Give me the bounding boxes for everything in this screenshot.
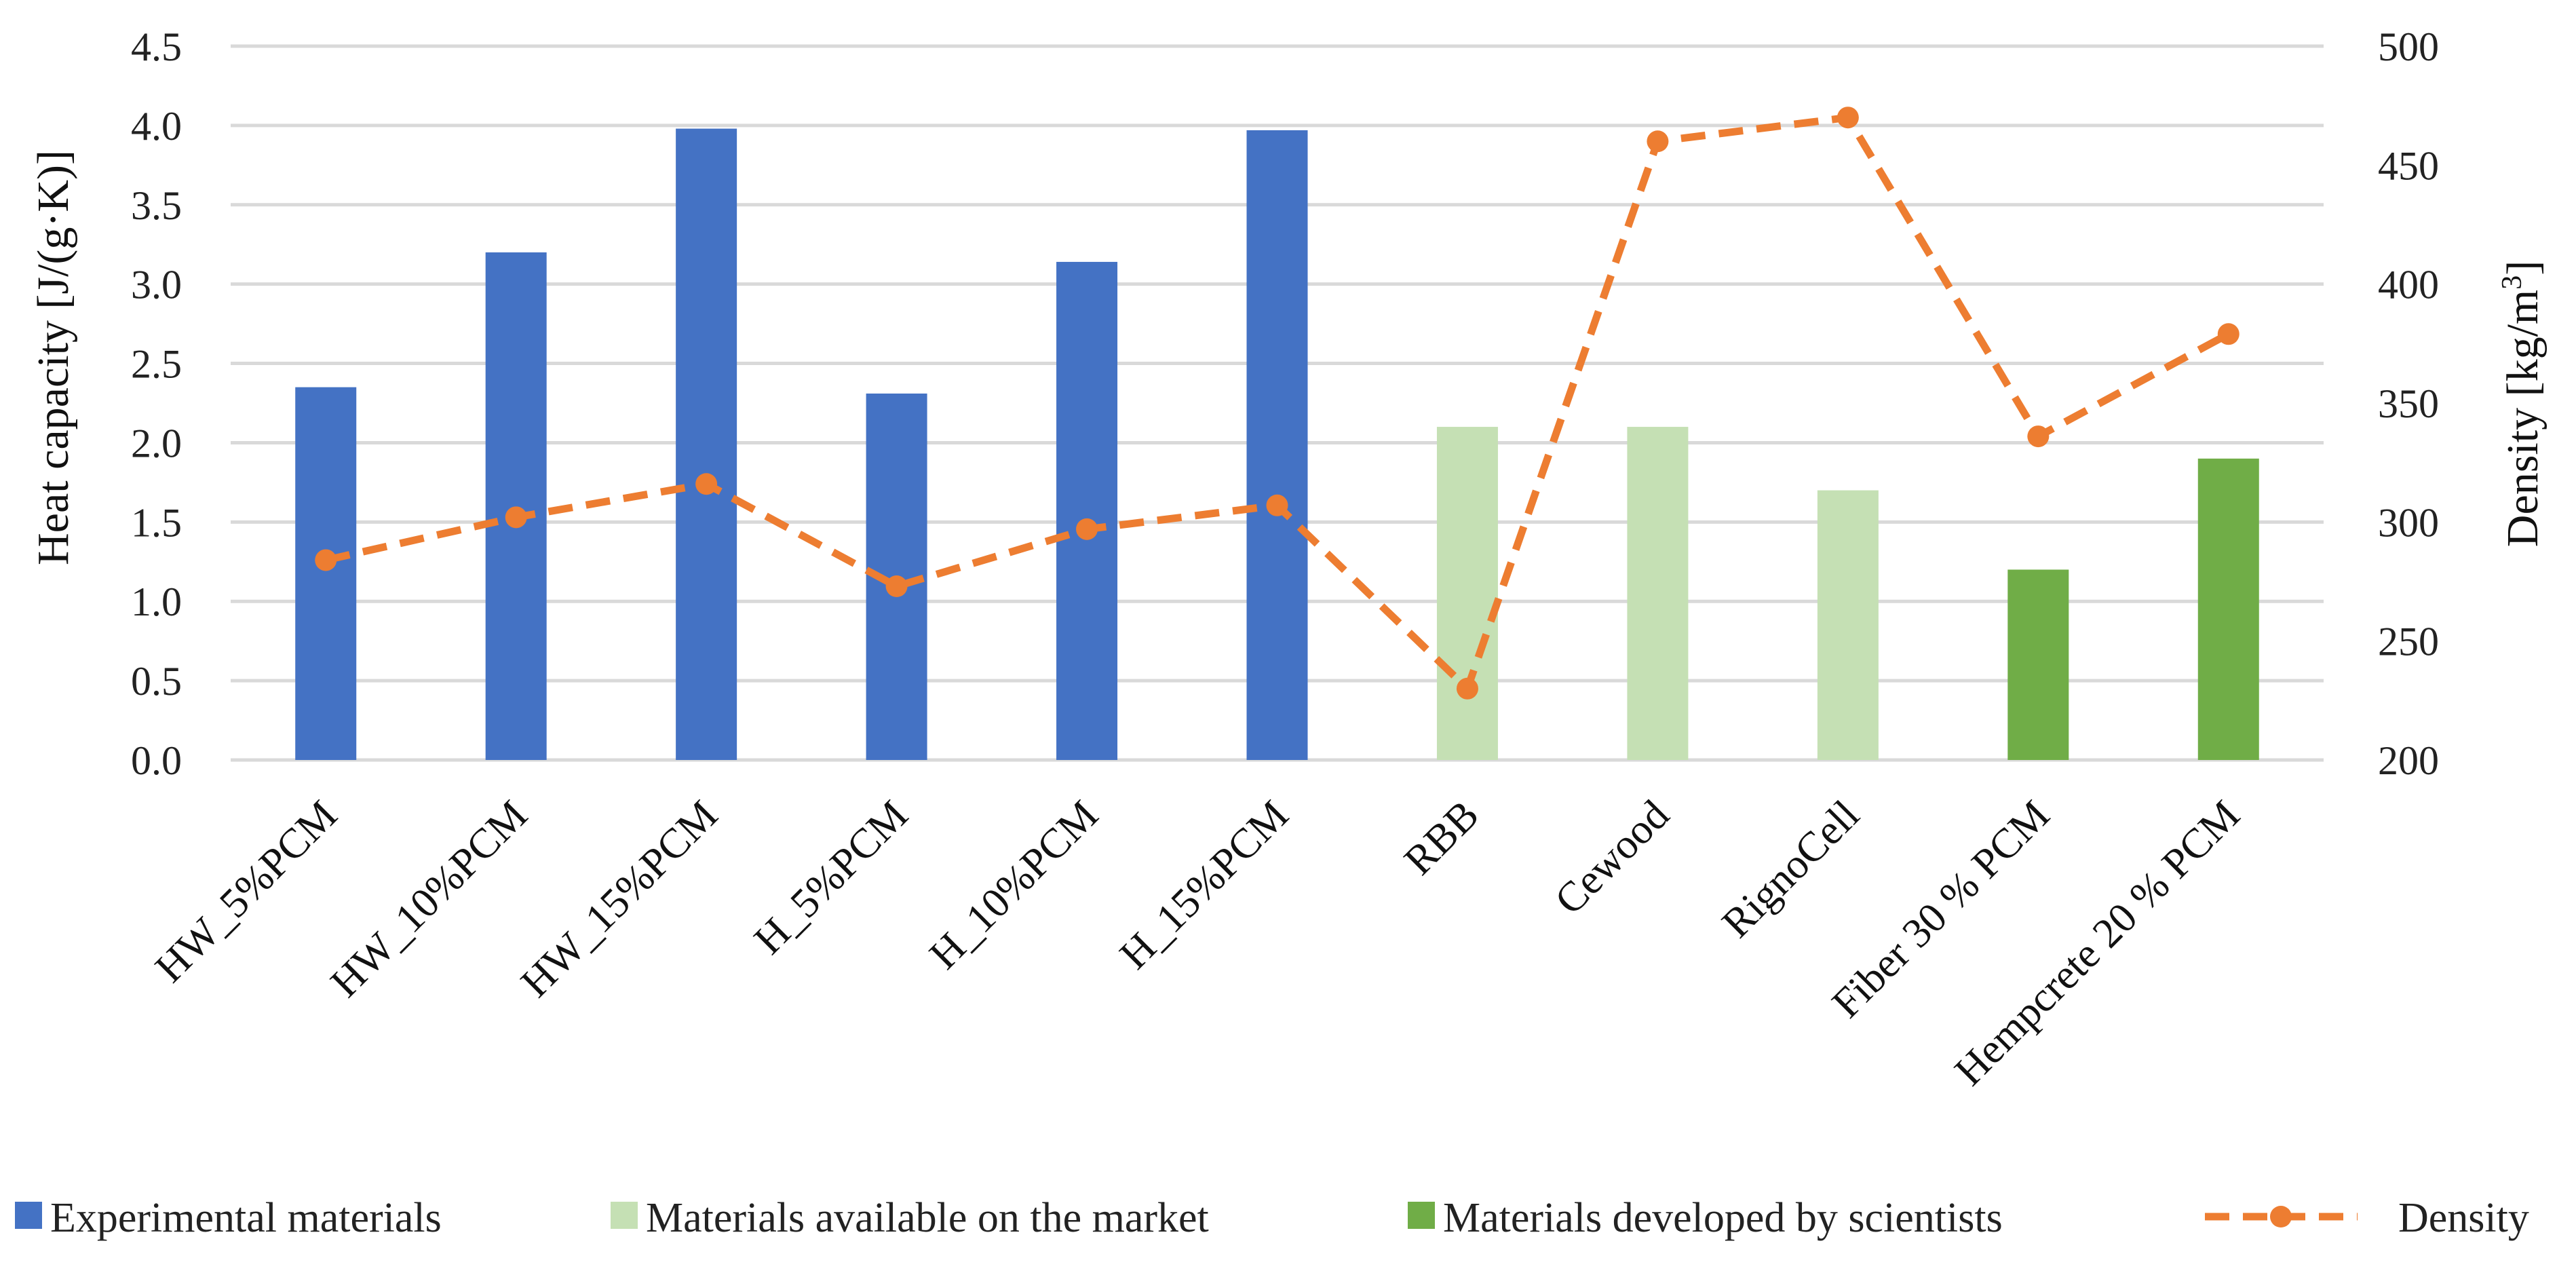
right-axis-title-sup: 3 xyxy=(2497,275,2528,290)
right-tick-label: 500 xyxy=(2378,24,2439,69)
heat-capacity-bar xyxy=(2007,569,2069,760)
category-label: H_5%PCM xyxy=(746,792,917,964)
left-tick-label: 1.0 xyxy=(131,579,182,624)
left-axis-ticks: 0.0 0.5 1.0 1.5 2.0 2.5 3.0 3.5 4.0 4.5 xyxy=(131,24,182,783)
category-label: H_10%PCM xyxy=(921,792,1107,978)
density-point xyxy=(2027,425,2050,448)
legend-label: Experimental materials xyxy=(50,1195,442,1241)
density-point xyxy=(885,575,908,598)
density-point xyxy=(505,506,527,529)
heat-capacity-bar xyxy=(1246,130,1308,760)
legend-swatch xyxy=(611,1202,638,1229)
category-label: HW_10%PCM xyxy=(322,792,537,1006)
density-point xyxy=(1837,107,1859,129)
right-tick-label: 250 xyxy=(2378,620,2439,664)
left-tick-label: 3.0 xyxy=(131,263,182,307)
right-tick-label: 350 xyxy=(2378,381,2439,426)
heat-capacity-bar xyxy=(485,252,547,760)
left-tick-label: 3.5 xyxy=(131,183,182,228)
right-axis-title: Density [kg/m3] xyxy=(2497,261,2548,547)
right-axis-title-end: ] xyxy=(2498,261,2548,275)
left-tick-label: 0.5 xyxy=(131,659,182,704)
category-label: RignoCell xyxy=(1713,792,1868,947)
right-tick-label: 400 xyxy=(2378,263,2439,307)
legend-label: Materials developed by scientists xyxy=(1443,1195,2003,1241)
category-label: HW_15%PCM xyxy=(512,792,727,1006)
left-tick-label: 2.5 xyxy=(131,342,182,387)
legend: Experimental materials Materials availabl… xyxy=(15,1195,2529,1241)
density-point xyxy=(695,473,718,495)
left-tick-label: 2.0 xyxy=(131,421,182,465)
density-point xyxy=(1076,518,1098,540)
density-point xyxy=(1266,494,1288,516)
left-tick-label: 0.0 xyxy=(131,738,182,783)
density-point xyxy=(315,549,337,571)
left-tick-label: 1.5 xyxy=(131,500,182,545)
category-label: H_15%PCM xyxy=(1111,792,1298,978)
right-tick-label: 300 xyxy=(2378,500,2439,545)
right-tick-label: 450 xyxy=(2378,143,2439,188)
density-point xyxy=(1456,677,1478,700)
left-axis-title: Heat capacity [J/(g·K)] xyxy=(28,150,78,565)
left-tick-label: 4.0 xyxy=(131,104,182,149)
heat-capacity-bar xyxy=(295,387,357,760)
heat-capacity-bar xyxy=(2197,458,2259,760)
legend-label: Density xyxy=(2398,1195,2529,1241)
density-point xyxy=(1647,130,1669,153)
heat-capacity-bar xyxy=(1436,427,1498,760)
heat-capacity-bar xyxy=(1817,490,1879,760)
right-tick-label: 200 xyxy=(2378,738,2439,783)
heat-capacity-bar xyxy=(676,128,737,760)
density-point xyxy=(2217,323,2239,345)
heat-capacity-bars xyxy=(295,128,2259,761)
legend-marker xyxy=(2270,1206,2292,1228)
right-axis-title-main: Density [kg/m xyxy=(2498,290,2548,547)
heat-capacity-bar xyxy=(1627,427,1689,760)
legend-swatch xyxy=(15,1202,42,1229)
density-line xyxy=(315,107,2239,700)
heat-capacity-bar xyxy=(1056,261,1118,761)
category-label: HW_5%PCM xyxy=(147,792,346,991)
category-label: Cewood xyxy=(1546,792,1678,924)
legend-label: Materials available on the market xyxy=(646,1195,1209,1241)
left-tick-label: 4.5 xyxy=(131,24,182,69)
legend-swatch xyxy=(1408,1202,1435,1229)
category-label: RBB xyxy=(1396,792,1488,884)
right-axis-ticks: 200 250 300 350 400 450 500 xyxy=(2378,24,2439,783)
